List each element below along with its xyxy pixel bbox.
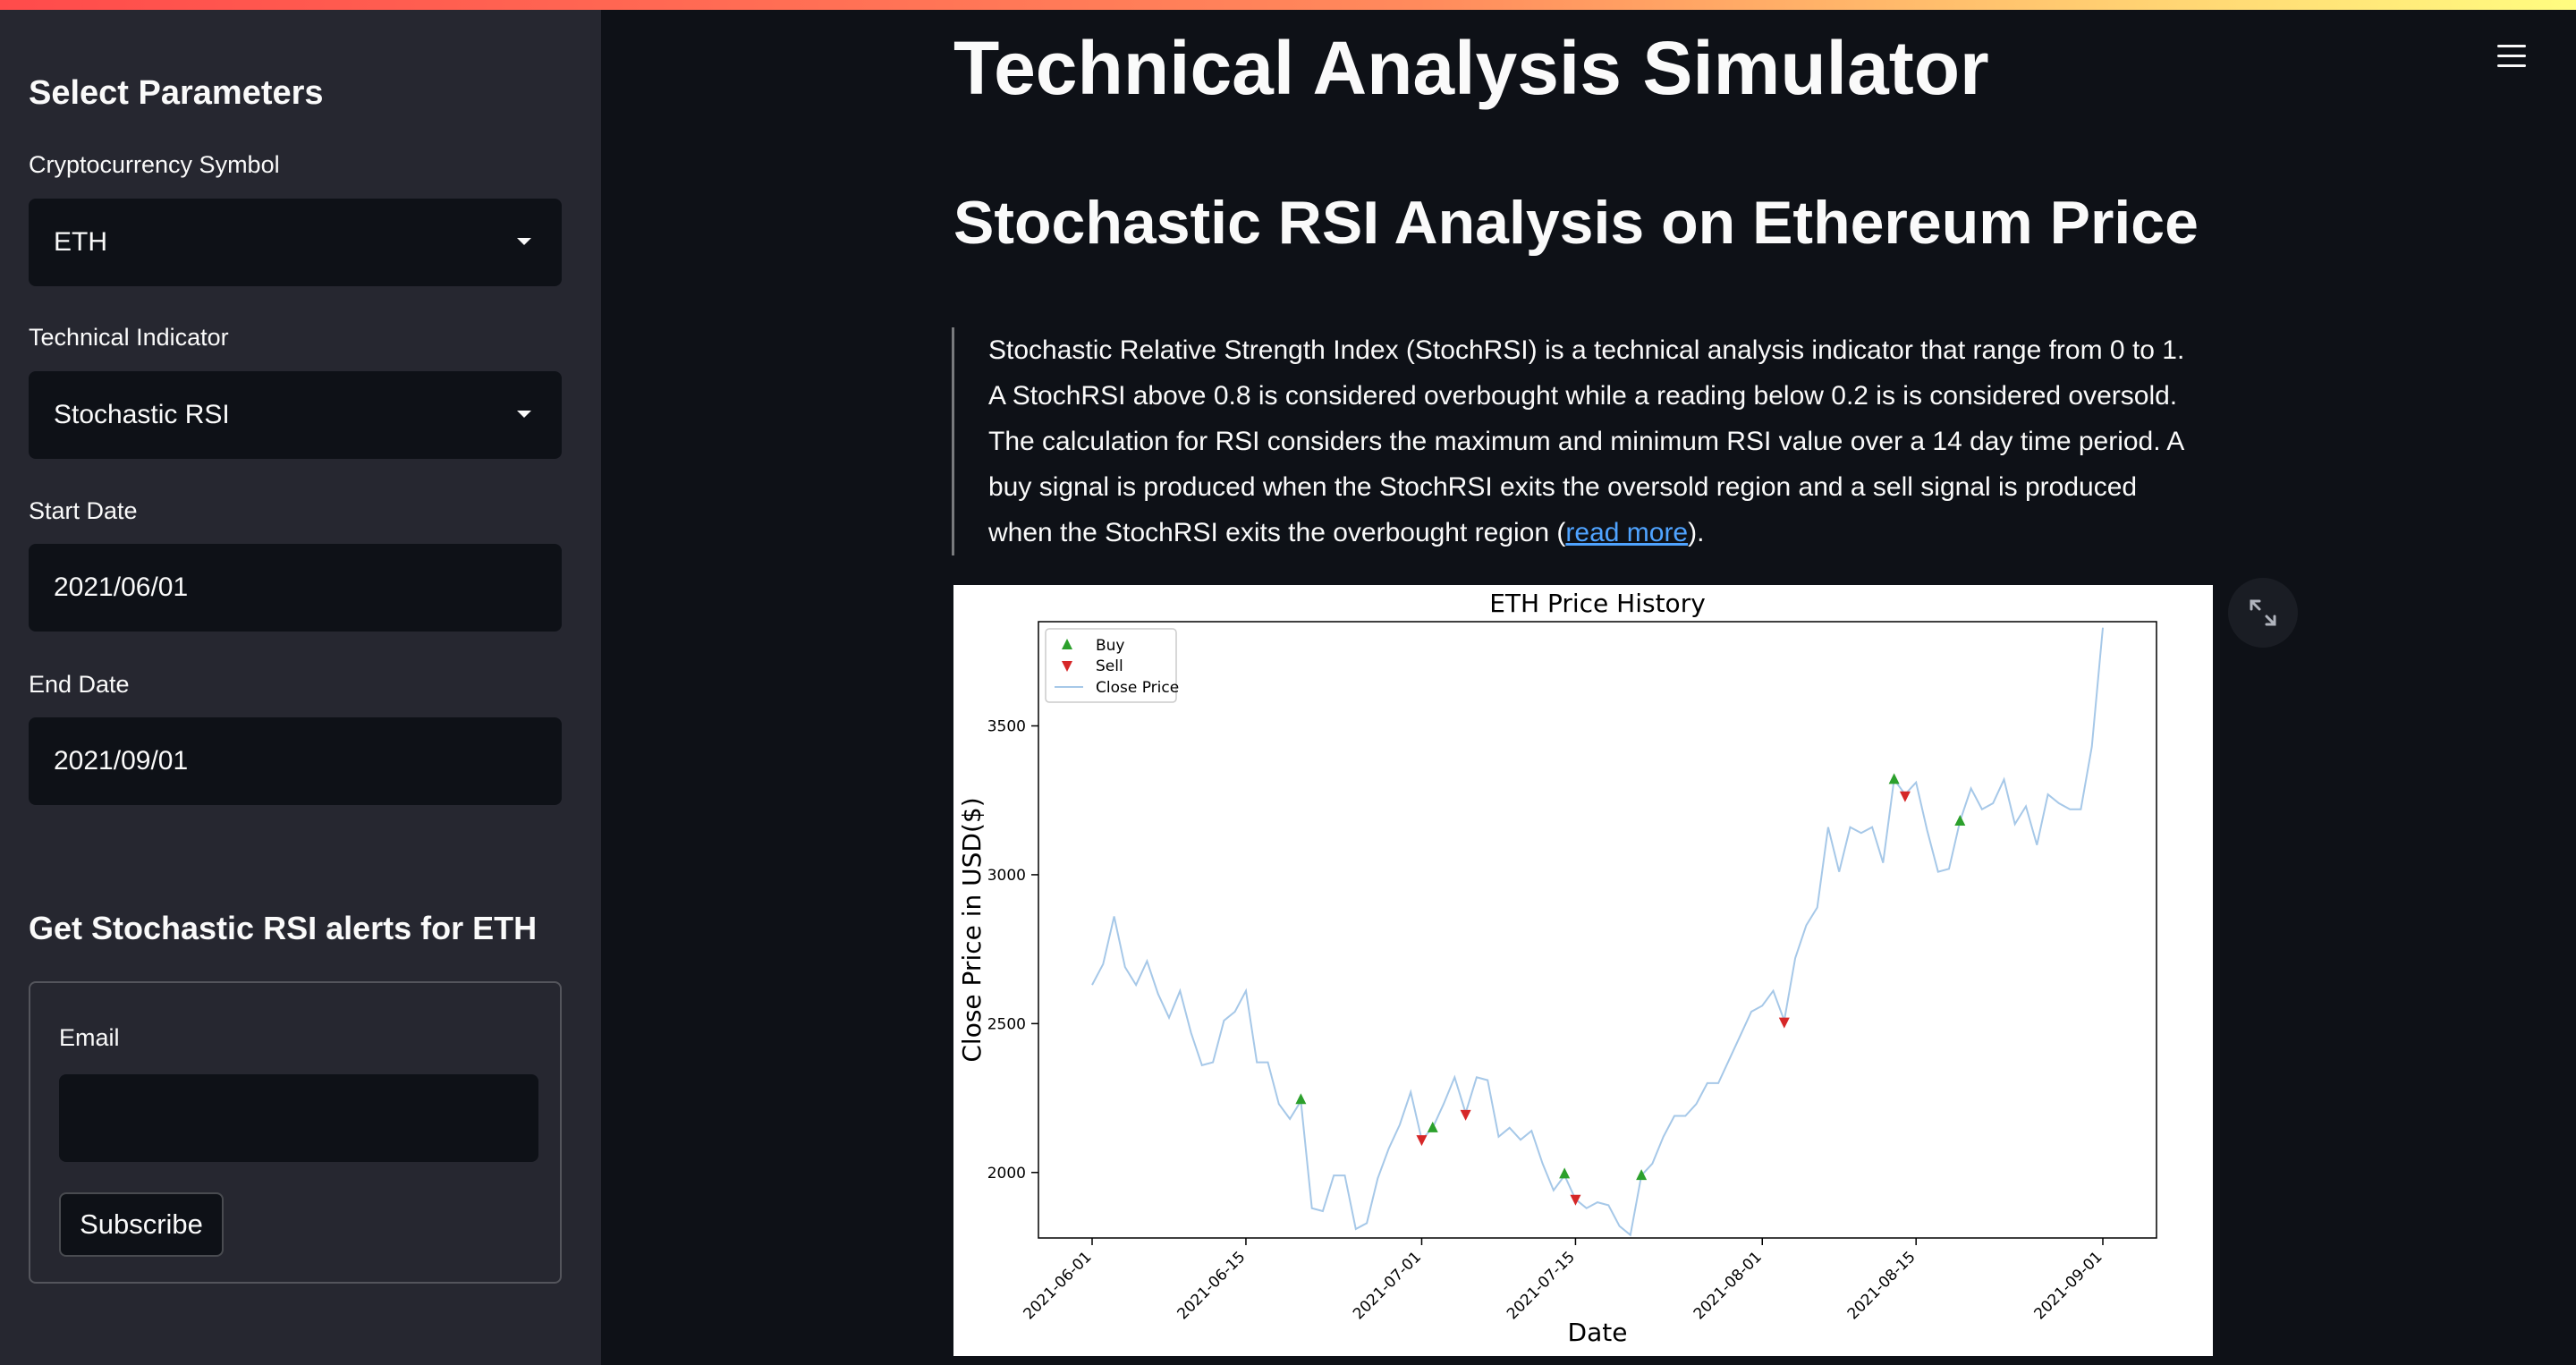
start-date-label: Start Date	[29, 497, 138, 524]
start-date-input[interactable]: 2021/06/01	[29, 544, 562, 632]
start-date-value: 2021/06/01	[54, 572, 189, 602]
x-tick-label: 2021-08-15	[1844, 1248, 1919, 1323]
legend-buy-marker	[1062, 639, 1072, 649]
chevron-down-icon	[517, 238, 531, 245]
price-chart: ETH Price History 2000 2500 3000 3500 2021-06…	[953, 585, 2213, 1356]
end-date-value: 2021/09/01	[54, 746, 189, 776]
hamburger-menu-icon[interactable]	[2497, 45, 2526, 68]
page-title: Technical Analysis Simulator	[953, 26, 1989, 110]
close-price-line	[1091, 627, 2104, 1237]
chart-title: ETH Price History	[1489, 589, 1706, 618]
legend-buy-label: Buy	[1096, 637, 1125, 655]
symbol-label: Cryptocurrency Symbol	[29, 151, 280, 178]
y-axis-label: Close Price in USD($)	[957, 797, 987, 1062]
x-tick-label: 2021-06-01	[1021, 1248, 1096, 1323]
subscribe-button[interactable]: Subscribe	[59, 1192, 224, 1257]
fullscreen-expand-icon[interactable]	[2228, 578, 2298, 648]
subscribe-form: Email Subscribe	[29, 981, 562, 1284]
description-end: ).	[1688, 518, 1705, 547]
sell-signal-marker	[1460, 1109, 1471, 1121]
legend-box	[1045, 628, 1177, 703]
section-title: Stochastic RSI Analysis on Ethereum Pric…	[953, 189, 2199, 257]
buy-signal-marker	[1295, 1093, 1307, 1105]
chevron-down-icon	[517, 411, 531, 418]
x-tick-label: 2021-07-15	[1504, 1248, 1579, 1323]
legend-sell-marker	[1062, 661, 1072, 672]
indicator-select[interactable]: Stochastic RSI	[29, 371, 562, 459]
description-text: Stochastic Relative Strength Index (Stoc…	[988, 335, 2185, 547]
plot-frame	[1038, 621, 2157, 1239]
symbol-select[interactable]: ETH	[29, 199, 562, 286]
description-blockquote: Stochastic Relative Strength Index (Stoc…	[952, 327, 2204, 555]
buy-signal-marker	[1427, 1121, 1438, 1132]
email-label: Email	[59, 1024, 120, 1051]
indicator-select-value: Stochastic RSI	[54, 400, 230, 429]
alerts-title: Get Stochastic RSI alerts for ETH	[29, 910, 538, 946]
legend-sell-label: Sell	[1096, 657, 1123, 675]
y-tick-label: 3000	[987, 867, 1026, 885]
email-field[interactable]	[59, 1074, 538, 1162]
y-tick-label: 2000	[987, 1165, 1026, 1183]
symbol-select-value: ETH	[54, 227, 107, 257]
top-decoration-bar	[0, 0, 2576, 10]
x-tick-label: 2021-09-01	[2031, 1248, 2106, 1323]
x-tick-label: 2021-07-01	[1350, 1248, 1425, 1323]
sell-signal-marker	[1416, 1135, 1428, 1147]
sell-signal-marker	[1899, 791, 1911, 802]
legend-close-label: Close Price	[1096, 679, 1179, 697]
x-tick-label: 2021-06-15	[1174, 1248, 1249, 1323]
read-more-link[interactable]: read more	[1565, 518, 1689, 547]
end-date-label: End Date	[29, 671, 130, 698]
x-tick-label: 2021-08-01	[1690, 1248, 1766, 1323]
y-tick-label: 3500	[987, 717, 1026, 735]
buy-signal-marker	[1954, 815, 1966, 827]
price-chart-svg: ETH Price History 2000 2500 3000 3500 2021-06…	[957, 589, 2157, 1347]
sidebar-title: Select Parameters	[29, 74, 324, 112]
buy-signal-marker	[1636, 1169, 1648, 1181]
end-date-input[interactable]: 2021/09/01	[29, 717, 562, 805]
sell-signal-marker	[1570, 1194, 1581, 1206]
x-axis-label: Date	[1568, 1318, 1628, 1347]
y-tick-label: 2500	[987, 1015, 1026, 1033]
sell-signal-marker	[1778, 1017, 1790, 1029]
indicator-label: Technical Indicator	[29, 324, 229, 351]
sidebar: Select Parameters Cryptocurrency Symbol …	[0, 10, 601, 1365]
buy-signal-marker	[1888, 773, 1900, 784]
buy-signal-marker	[1559, 1167, 1571, 1179]
